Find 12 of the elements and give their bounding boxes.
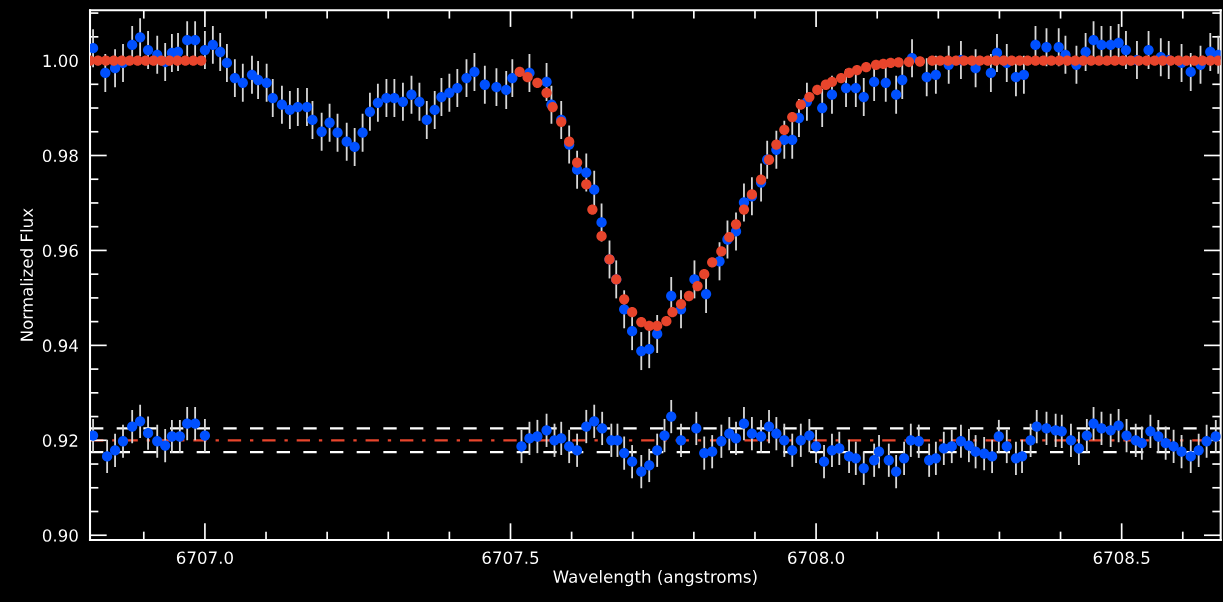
y-tick-label: 0.94 — [42, 339, 78, 352]
x-tick-label: 6708.0 — [788, 551, 845, 565]
x-tick-label: 6708.5 — [1093, 551, 1150, 565]
y-tick-label: 1.00 — [43, 54, 78, 68]
y-tick-label: 0.90 — [42, 529, 78, 542]
y-tick-label: 0.98 — [42, 149, 78, 163]
y-tick-label: 0.92 — [42, 434, 78, 447]
x-axis-title: Wavelength (angstroms) — [553, 570, 757, 587]
y-tick-label: 0.96 — [42, 244, 78, 257]
x-tick-label: 6707.0 — [176, 551, 233, 565]
y-axis-title: Normalized Flux — [20, 208, 34, 341]
x-tick-label: 6707.5 — [482, 551, 539, 565]
